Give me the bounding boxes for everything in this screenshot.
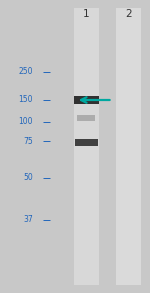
Text: 50: 50	[23, 173, 33, 183]
Text: 2: 2	[125, 9, 132, 19]
Bar	[74, 96, 99, 104]
Text: 75: 75	[23, 137, 33, 146]
Text: 100: 100	[18, 117, 33, 127]
Text: 37: 37	[23, 215, 33, 224]
Bar	[116, 8, 141, 285]
Text: 150: 150	[18, 96, 33, 105]
Text: 1: 1	[83, 9, 90, 19]
Text: 250: 250	[18, 67, 33, 76]
Bar	[77, 115, 95, 120]
Bar	[74, 8, 99, 285]
Bar	[75, 139, 98, 146]
